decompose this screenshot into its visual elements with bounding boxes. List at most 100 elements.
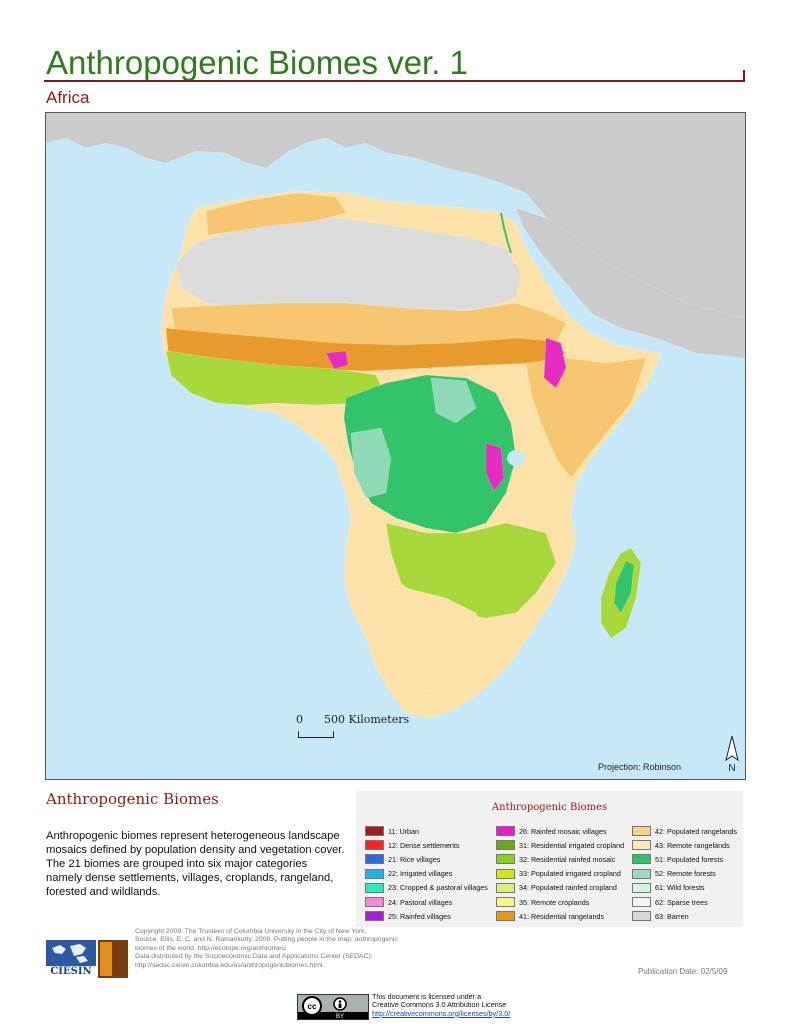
legend-column-1: 11: Urban 12: Dense settlements 21: Rice v… <box>365 824 488 923</box>
legend-item: 24: Pastoral villages <box>365 895 488 909</box>
north-arrow-icon: N <box>725 735 739 774</box>
north-arrow: N <box>722 734 742 774</box>
cc-license-badge[interactable]: cc BY <box>297 994 369 1020</box>
legend-swatch <box>365 911 384 922</box>
copyright-line: Source: Ellis, E. C. and N. Ramankutty. … <box>135 936 398 944</box>
legend-item: 61: Wild forests <box>632 881 737 895</box>
legend-item: 21: Rice villages <box>365 852 488 866</box>
legend-swatch <box>365 840 384 851</box>
license-text: This document is licensed under a Creati… <box>372 992 511 1018</box>
maghreb-rangeland <box>205 192 347 236</box>
legend-swatch <box>632 840 651 851</box>
legend-swatch <box>496 897 515 908</box>
legend-item: 43: Remote rangelands <box>632 838 737 852</box>
legend-label: 61: Wild forests <box>655 883 705 893</box>
legend-swatch <box>496 854 515 865</box>
legend-swatch <box>632 854 651 865</box>
copyright-line: http://sedac.ciesin.columbia.edu/es/anth… <box>135 961 325 969</box>
legend-item: 34: Populated rainfed cropland <box>496 881 624 895</box>
legend-swatch <box>365 826 384 837</box>
legend-label: 12: Dense settlements <box>388 840 460 850</box>
legend-item: 26: Rainfed mosaic villages <box>496 824 624 838</box>
legend-swatch <box>632 826 651 837</box>
nile-river <box>500 212 512 254</box>
kalahari-rangeland <box>365 587 487 694</box>
scale-zero-label: 0 <box>296 713 303 726</box>
west-africa-cropland <box>165 350 387 406</box>
legend-label: 42: Populated rangelands <box>655 826 737 836</box>
nigeria-villages <box>325 350 349 370</box>
legend-item: 42: Populated rangelands <box>632 824 737 838</box>
legend-item: 12: Dense settlements <box>365 838 488 852</box>
license-link[interactable]: http://creativecommons.org/licenses/by/3… <box>372 1008 511 1018</box>
legend-item: 11: Urban <box>365 824 488 838</box>
legend-swatch <box>365 868 384 879</box>
ciesin-logo: CIESIN <box>46 940 130 978</box>
license-line-1: This document is licensed under a <box>372 992 482 1001</box>
legend-item: 62: Sparse trees <box>632 895 737 909</box>
license-line-2: Creative Commons 3.0 Attribution License <box>372 1000 507 1010</box>
legend-item: 31: Residential irrigated cropland <box>496 838 624 852</box>
legend-item: 23: Cropped & pastoral villages <box>365 881 488 895</box>
legend-item: 33: Populated irrigated cropland <box>496 867 624 881</box>
legend-label: 52: Remote forests <box>655 869 716 879</box>
projection-label: Projection: Robinson <box>598 762 682 772</box>
legend-label: 22: Irrigated villages <box>388 869 453 879</box>
legend-box: Anthropogenic Biomes 11: Urban 12: Dense … <box>356 791 743 927</box>
map-title: Anthropogenic Biomes ver. 1 <box>46 44 468 81</box>
madagascar-forest <box>613 560 635 614</box>
remote-forest-east <box>430 377 477 424</box>
legend-label: 21: Rice villages <box>388 854 441 864</box>
legend-swatch <box>496 882 515 893</box>
remote-forest <box>350 427 392 499</box>
copyright-line: biomes of the world. http://ecotope.org/… <box>135 944 287 952</box>
africa-map[interactable] <box>45 112 746 780</box>
legend-label: 43: Remote rangelands <box>655 840 730 850</box>
legend-item: 52: Remote forests <box>632 867 737 881</box>
legend-item: 32: Residential rainfed mosaic <box>496 852 624 866</box>
legend-swatch <box>632 882 651 893</box>
legend-box-title: Anthropogenic Biomes <box>491 802 608 813</box>
ethiopian-highlands-villages <box>543 337 567 389</box>
legend-label: 41: Residential rangelands <box>519 911 605 921</box>
legend-label: 62: Sparse trees <box>655 897 708 907</box>
legend-label: 26: Rainfed mosaic villages <box>519 826 607 836</box>
legend-label: 32: Residential rainfed mosaic <box>519 854 616 864</box>
legend-item: 35: Remote croplands <box>496 895 624 909</box>
legend-column-2: 26: Rainfed mosaic villages 31: Residenti… <box>496 824 624 923</box>
scale-bar-line <box>298 731 334 738</box>
legend-label: 25: Rainfed villages <box>388 911 451 921</box>
publication-date: Publication Date: 02/5/09 <box>638 967 728 976</box>
cc-badge-by: BY <box>336 1014 344 1019</box>
legend-swatch <box>632 911 651 922</box>
arabian-peninsula <box>515 207 745 359</box>
legend-swatch <box>496 840 515 851</box>
ciesin-logo-icon: CIESIN <box>46 940 128 978</box>
legend-label: 35: Remote croplands <box>519 897 590 907</box>
map-subtitle: Africa <box>46 88 90 107</box>
lake-victoria <box>507 450 525 466</box>
title-rule-tick <box>743 70 745 82</box>
scale-distance-label: 500 Kilometers <box>324 713 410 726</box>
cc-badge-text: cc <box>308 1002 317 1011</box>
legend-description: Anthropogenic biomes represent heterogen… <box>46 830 345 898</box>
title-rule <box>44 80 744 82</box>
legend-item: 22: Irrigated villages <box>365 867 488 881</box>
cc-by-icon: cc BY <box>298 995 368 1020</box>
legend-item: 25: Rainfed villages <box>365 909 488 923</box>
legend-item: 41: Residential rangelands <box>496 909 624 923</box>
legend-label: 51: Populated forests <box>655 854 723 864</box>
legend-label: 11: Urban <box>388 826 420 836</box>
legend-label: 23: Cropped & pastoral villages <box>388 883 488 893</box>
legend-label: 24: Pastoral villages <box>388 897 453 907</box>
legend-label: 34: Populated rainfed cropland <box>519 883 617 893</box>
legend-label: 33: Populated irrigated cropland <box>519 869 621 879</box>
legend-column-3: 42: Populated rangelands 43: Remote range… <box>632 824 737 923</box>
svg-text:CIESIN: CIESIN <box>50 966 91 977</box>
north-letter: N <box>728 763 735 774</box>
copyright-block: Copyright 2009. The Trustees of Columbia… <box>135 928 495 970</box>
copyright-line: Data distributed by the Socioeconomic Da… <box>135 953 373 961</box>
legend-item: 63: Barren <box>632 909 737 923</box>
copyright-line: Copyright 2009. The Trustees of Columbia… <box>135 928 367 935</box>
great-lakes-villages <box>485 442 505 492</box>
